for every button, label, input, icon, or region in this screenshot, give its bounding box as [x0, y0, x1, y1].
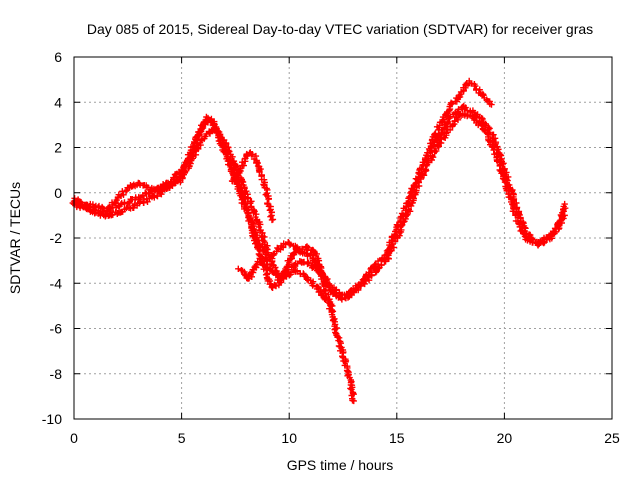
y-tick-label: 2 [54, 140, 62, 156]
data-marks [69, 77, 569, 405]
y-tick-label: -4 [50, 275, 63, 291]
y-tick-label: -10 [42, 411, 62, 427]
chart-title: Day 085 of 2015, Sidereal Day-to-day VTE… [87, 21, 593, 37]
series-track-c [69, 113, 357, 405]
x-tick-label: 20 [497, 430, 513, 446]
series-markers [228, 149, 277, 224]
y-tick-label: 4 [54, 94, 62, 110]
y-tick-label: 0 [54, 185, 62, 201]
y-tick-label: -6 [50, 321, 63, 337]
series-markers [235, 257, 336, 310]
y-tick-label: 6 [54, 49, 62, 65]
series-markers [425, 77, 495, 153]
axis-ticks: -10 -8 -6 -4 -2 0 2 4 6 0 5 10 15 20 25 [42, 49, 620, 446]
x-axis-label: GPS time / hours [287, 457, 394, 473]
x-tick-label: 25 [604, 430, 620, 446]
series-track-d [235, 257, 336, 310]
x-tick-label: 0 [70, 430, 78, 446]
x-tick-label: 15 [389, 430, 405, 446]
series-track-f [228, 149, 277, 224]
y-tick-label: -2 [50, 230, 63, 246]
x-tick-label: 5 [178, 430, 186, 446]
x-tick-label: 10 [281, 430, 297, 446]
y-axis-label: SDTVAR / TECUs [7, 182, 23, 294]
series-track-e [425, 77, 495, 153]
series-markers [69, 113, 357, 405]
y-tick-label: -8 [50, 366, 63, 382]
